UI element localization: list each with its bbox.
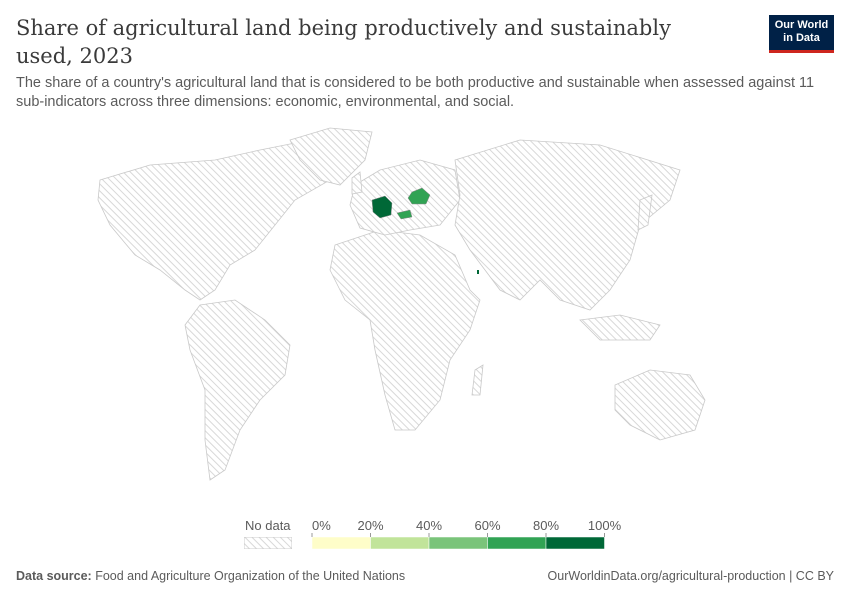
source-note: Data source: Food and Agriculture Organi… — [16, 569, 406, 583]
legend-bin-4[interactable] — [545, 536, 605, 550]
asia — [454, 139, 681, 311]
country-germany — [371, 195, 393, 219]
australia — [614, 369, 706, 441]
africa — [329, 229, 481, 431]
chart-subtitle: The share of a country's agricultural la… — [16, 75, 815, 110]
se-asia-islands — [579, 314, 661, 341]
legend-tick: 80% — [533, 518, 559, 533]
europe — [349, 159, 461, 236]
country-hungary — [396, 209, 413, 220]
legend-tick: 20% — [357, 518, 383, 533]
chart-title: Share of agricultural land being product… — [16, 16, 671, 68]
legend-no-data-swatch — [244, 537, 292, 549]
country-belarus — [407, 187, 431, 205]
legend-bin-0[interactable] — [311, 536, 371, 550]
legend-tick: 40% — [416, 518, 442, 533]
legend: No data 0% 20% 40% 60% 80% 100% — [0, 515, 850, 555]
legend-no-data-label: No data — [245, 518, 291, 533]
south-america — [184, 299, 291, 481]
uk — [351, 171, 363, 195]
japan — [637, 194, 653, 231]
world-map — [97, 127, 706, 481]
country-qatar — [477, 270, 479, 274]
legend-bin-2[interactable] — [428, 536, 488, 550]
legend-tick: 100% — [588, 518, 622, 533]
legend-tick: 60% — [474, 518, 500, 533]
madagascar — [471, 364, 484, 396]
source-url[interactable]: OurWorldinData.org/agricultural-producti… — [547, 569, 834, 583]
legend-bin-3[interactable] — [487, 536, 547, 550]
north-america — [97, 139, 346, 301]
legend-bin-1[interactable] — [370, 536, 430, 550]
owid-logo[interactable]: Our World in Data — [769, 15, 834, 53]
legend-tick: 0% — [312, 518, 331, 533]
greenland — [289, 127, 373, 186]
